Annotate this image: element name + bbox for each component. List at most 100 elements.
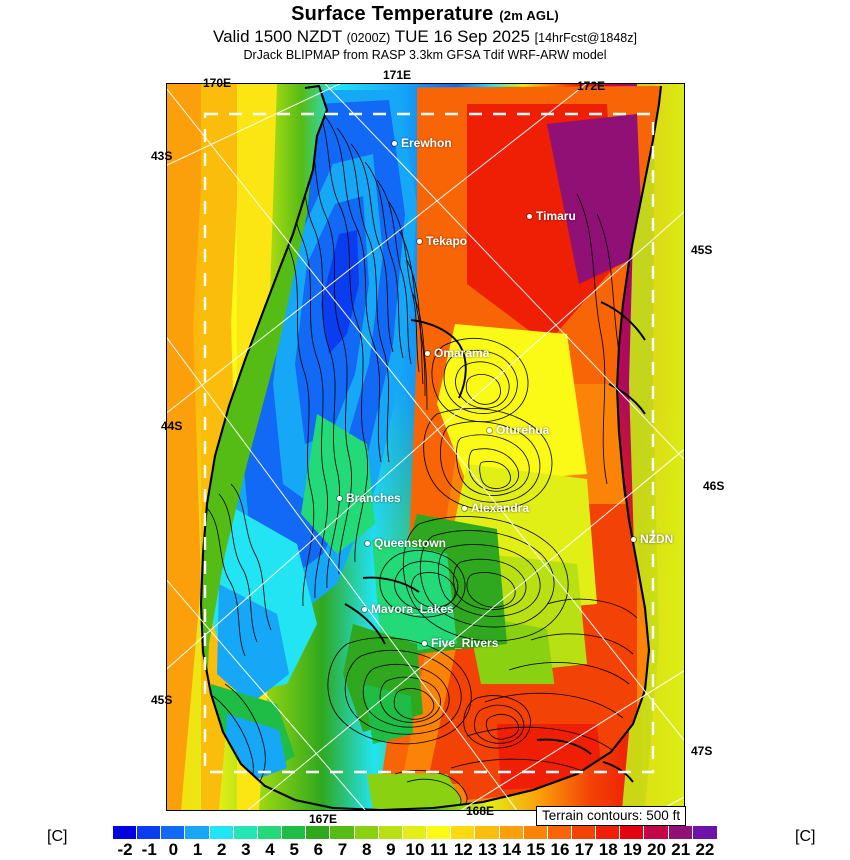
place-label: Erewhon	[401, 136, 452, 150]
place-dot-icon	[417, 238, 422, 244]
colorbar-tick: 18	[598, 840, 618, 859]
place-dot-icon	[527, 213, 532, 219]
colorbar-swatch[interactable]	[378, 826, 403, 839]
lat-label-right: 46S	[703, 479, 725, 493]
place-marker[interactable]: Branches	[337, 491, 401, 505]
colorbar-swatch[interactable]	[475, 826, 500, 839]
colorbar-tick: 16	[550, 840, 570, 859]
colorbar-swatch[interactable]	[547, 826, 572, 839]
colorbar-swatch[interactable]	[571, 826, 597, 839]
lon-label-top: 171E	[383, 68, 412, 82]
title-main: Surface Temperature	[291, 3, 494, 25]
colorbar-swatch[interactable]	[596, 826, 621, 839]
colorbar-tick: 10	[405, 840, 425, 859]
colorbar-swatch[interactable]	[330, 826, 355, 839]
colorbar-tick: 0	[168, 840, 179, 859]
valid-local: Valid 1500 NZDT	[213, 27, 342, 46]
colorbar-swatch[interactable]	[257, 826, 283, 839]
place-dot-icon	[362, 606, 367, 612]
domain-box	[203, 112, 655, 774]
colorbar-swatch[interactable]	[499, 826, 524, 839]
colorbar-swatch[interactable]	[209, 826, 234, 839]
place-marker[interactable]: Queenstown	[365, 536, 446, 550]
place-dot-icon	[425, 350, 430, 356]
title-level: (2m AGL)	[499, 8, 559, 23]
place-label: Alexandra	[471, 501, 530, 515]
lat-label-right: 45S	[691, 243, 713, 257]
place-marker[interactable]: Timaru	[527, 209, 576, 223]
colorbar-tick: 13	[478, 840, 497, 859]
place-marker[interactable]: Omarama	[425, 346, 489, 360]
colorbar-tick: 1	[192, 840, 203, 859]
place-label: Queenstown	[374, 536, 447, 550]
colorbar-swatch[interactable]	[306, 826, 331, 839]
place-label: Tekapo	[426, 234, 468, 248]
colorbar-swatch[interactable]	[282, 826, 307, 839]
colorbar[interactable]: [C] [C] -2 -1 0 1 2 3 4 5 6 7 8 9 10 11 12 13 14 15 16 17 18…	[0, 824, 850, 860]
place-dot-icon	[462, 505, 467, 511]
temperature-field	[167, 84, 684, 810]
colorbar-tick: 2	[216, 840, 227, 859]
map-panel[interactable]: Erewhon Timaru Tekapo Omarama Oturehua Branch…	[166, 83, 685, 811]
colorbar-swatches[interactable]	[113, 826, 717, 839]
place-label: Omarama	[434, 346, 490, 360]
place-marker[interactable]: Oturehua	[487, 423, 549, 437]
lakes-rivers	[344, 301, 646, 783]
colorbar-swatch[interactable]	[692, 826, 717, 839]
place-marker[interactable]: Erewhon	[392, 136, 452, 150]
place-dot-icon	[487, 427, 492, 433]
colorbar-swatch[interactable]	[620, 826, 645, 839]
colorbar-tick: 17	[574, 840, 594, 859]
place-dot-icon	[631, 536, 636, 542]
place-label: Oturehua	[496, 423, 550, 437]
colorbar-tick: 22	[695, 840, 715, 859]
colorbar-tick: 9	[386, 840, 396, 859]
place-dot-icon	[337, 495, 342, 501]
forecast-tag: [14hrFcst@1848z]	[534, 31, 637, 45]
lat-label-left: 44S	[161, 419, 183, 433]
place-dot-icon	[422, 640, 427, 646]
title-block: Surface Temperature (2m AGL) Valid 1500 …	[0, 0, 850, 63]
place-label: NZDN	[640, 532, 674, 546]
colorbar-swatch[interactable]	[523, 826, 548, 839]
colorbar-swatch[interactable]	[427, 826, 452, 839]
lon-label-bottom: 167E	[309, 812, 338, 826]
colorbar-swatch[interactable]	[161, 826, 186, 839]
valid-time-line: Valid 1500 NZDT (0200Z) TUE 16 Sep 2025 …	[0, 27, 850, 48]
colorbar-tick: 14	[502, 840, 522, 859]
colorbar-swatch[interactable]	[668, 826, 693, 839]
colorbar-swatch[interactable]	[113, 826, 138, 839]
colorbar-tick: 21	[671, 840, 691, 859]
lat-label-left: 45S	[151, 693, 173, 707]
colorbar-swatch[interactable]	[233, 826, 258, 839]
colorbar-tick: 6	[313, 840, 324, 859]
colorbar-ticklabels: -2 -1 0 1 2 3 4 5 6 7 8 9 10 11 12 13 14 15 16 17 18 19 20 21 22	[0, 840, 850, 860]
colorbar-swatch[interactable]	[185, 826, 210, 839]
place-marker[interactable]: Mavora_Lakes	[362, 602, 454, 616]
colorbar-tick: 3	[241, 840, 251, 859]
colorbar-tick: 7	[337, 840, 348, 859]
colorbar-swatch[interactable]	[402, 826, 428, 839]
coastline	[199, 84, 663, 810]
colorbar-swatch[interactable]	[354, 826, 379, 839]
colorbar-swatch[interactable]	[451, 826, 476, 839]
place-marker[interactable]: Five_Rivers	[422, 636, 498, 650]
place-label: Mavora_Lakes	[371, 602, 454, 616]
place-dot-icon	[365, 540, 370, 546]
lon-label-top: 170E	[203, 76, 232, 90]
place-marker[interactable]: Alexandra	[462, 501, 529, 515]
colorbar-swatch[interactable]	[644, 826, 669, 839]
colorbar-tick: 8	[361, 840, 372, 859]
colorbar-tick: 19	[622, 840, 642, 859]
lon-label-bottom: 168E	[466, 804, 495, 818]
place-marker[interactable]: Tekapo	[417, 234, 467, 248]
colorbar-unit-right: [C]	[795, 828, 816, 845]
colorbar-tick: 11	[430, 840, 449, 859]
colorbar-tick: 12	[453, 840, 473, 859]
colorbar-swatch[interactable]	[137, 826, 162, 839]
place-marker[interactable]: NZDN	[631, 532, 673, 546]
place-label: Branches	[346, 491, 401, 505]
colorbar-unit-left: [C]	[47, 828, 68, 845]
lat-label-right: 47S	[691, 744, 713, 758]
